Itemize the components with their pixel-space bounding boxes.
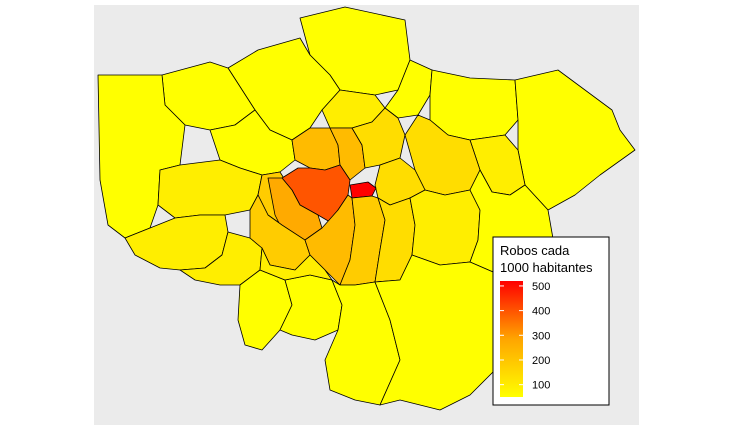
legend-tick-label: 100 <box>532 380 550 392</box>
legend-title-line2: 1000 habitantes <box>500 260 593 275</box>
borough-city-of-london <box>349 181 377 199</box>
legend-tick-label: 300 <box>532 330 550 342</box>
legend-tick-label: 400 <box>532 306 550 318</box>
legend-tick-label: 500 <box>532 281 550 293</box>
borough-havering <box>514 69 636 211</box>
borough-redbridge <box>429 69 519 141</box>
legend-colorbar <box>500 281 523 397</box>
legend-tick-label: 200 <box>532 355 550 367</box>
borough-greenwich <box>409 189 481 266</box>
legend-ticks: 100 200 300 400 500 <box>500 281 550 392</box>
color-legend: Robos cada 1000 habitantes 100 200 300 400 5… <box>492 236 610 406</box>
borough-merton <box>259 247 333 281</box>
legend-title-line1: Robos cada <box>500 243 570 258</box>
borough-hackney <box>351 107 406 169</box>
